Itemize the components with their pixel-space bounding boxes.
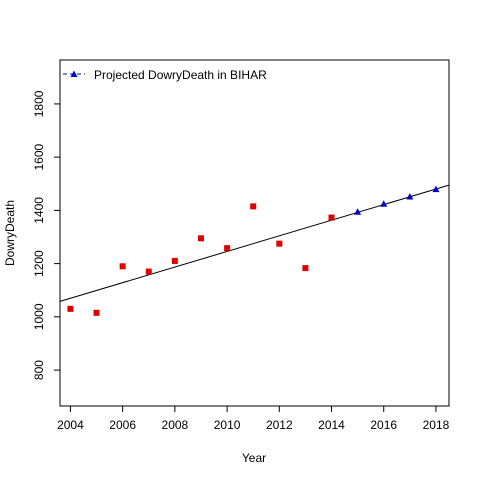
- x-tick-label: 2012: [266, 418, 293, 432]
- data-point-projected: [432, 185, 440, 193]
- x-tick-label: 2010: [214, 418, 241, 432]
- data-point-observed: [119, 263, 126, 270]
- marks-layer: [59, 184, 450, 316]
- data-point-projected: [354, 208, 362, 215]
- x-tick-label: 2016: [370, 418, 397, 432]
- y-axis-title: DowryDeath: [3, 200, 17, 266]
- data-point-observed: [93, 309, 100, 316]
- data-point-observed: [328, 214, 335, 221]
- data-point-observed: [302, 265, 309, 272]
- data-point-observed: [171, 257, 178, 264]
- x-tick-label: 2014: [318, 418, 345, 432]
- y-tick-label: 800: [32, 360, 46, 380]
- y-tick-label: 1000: [32, 303, 46, 330]
- y-tick-label: 1800: [32, 90, 46, 117]
- legend-triangle-marker: [70, 70, 78, 77]
- legend-label: Projected DowryDeath in BIHAR: [94, 68, 267, 82]
- data-point-observed: [197, 235, 204, 242]
- x-tick-label: 2004: [57, 418, 84, 432]
- data-point-observed: [67, 305, 74, 312]
- data-point-observed: [250, 203, 257, 210]
- x-tick-label: 2018: [423, 418, 450, 432]
- plot-frame: [59, 59, 450, 407]
- data-point-projected: [380, 200, 388, 207]
- x-tick-label: 2008: [162, 418, 189, 432]
- x-axis-title: Year: [242, 451, 266, 465]
- axes-layer: 2004 2006 2008 2010 2012 2014 2016 2018 800 1000 1…: [32, 90, 449, 432]
- x-tick-label: 2006: [109, 418, 136, 432]
- legend: Projected DowryDeath in BIHAR: [63, 68, 267, 82]
- data-point-observed: [145, 268, 152, 275]
- y-tick-label: 1600: [32, 143, 46, 170]
- data-point-observed: [276, 240, 283, 247]
- trend-line: [59, 184, 450, 302]
- data-point-observed: [224, 245, 231, 252]
- data-point-projected: [406, 193, 414, 200]
- y-tick-label: 1400: [32, 197, 46, 224]
- y-tick-label: 1200: [32, 250, 46, 277]
